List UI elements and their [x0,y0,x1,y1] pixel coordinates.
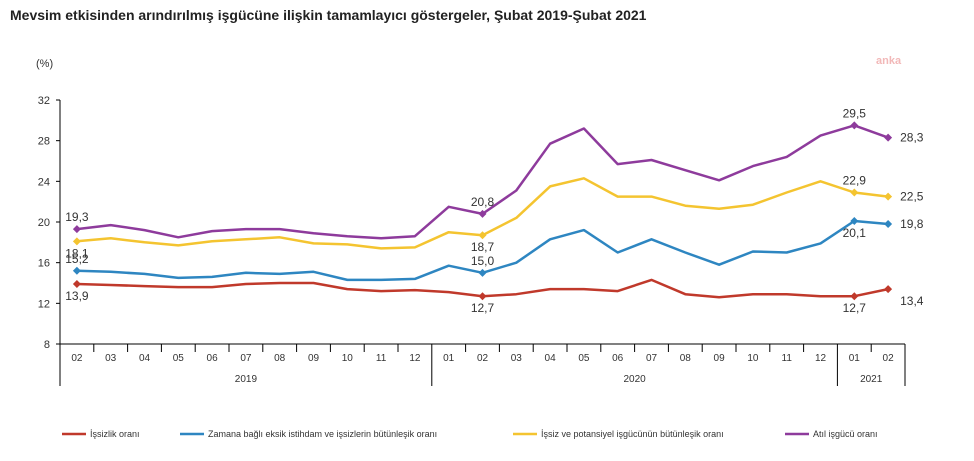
data-point-marker [72,280,81,289]
x-tick-label: 03 [105,353,117,364]
data-label: 13,4 [900,294,924,308]
x-tick-label: 04 [139,353,151,364]
x-tick-label: 05 [173,353,185,364]
data-point-marker [884,133,893,142]
data-label: 20,8 [471,195,495,209]
watermark-logo: anka [876,55,902,67]
x-tick-label: 02 [477,353,489,364]
data-label: 12,7 [471,301,495,315]
year-label: 2019 [235,374,258,385]
data-label: 18,1 [65,246,89,260]
data-label: 20,1 [843,226,867,240]
data-label: 22,5 [900,190,924,204]
y-tick-label: 12 [38,298,50,310]
y-axis-unit: (%) [36,58,54,70]
data-label: 15,2 [65,252,89,266]
x-tick-label: 08 [274,353,286,364]
data-point-marker [72,266,81,275]
data-point-marker [478,292,487,301]
x-tick-label: 06 [612,353,624,364]
x-tick-label: 02 [883,353,895,364]
x-tick-label: 01 [443,353,455,364]
data-label: 19,3 [65,210,89,224]
legend-label: İşsizlik oranı [90,429,140,439]
data-point-marker [72,237,81,246]
data-point-marker [478,268,487,277]
data-point-marker [850,292,859,301]
x-tick-label: 05 [578,353,590,364]
legend-label: Atıl işgücü oranı [813,429,878,439]
x-tick-label: 07 [240,353,252,364]
y-tick-label: 8 [44,339,50,351]
x-tick-label: 02 [71,353,83,364]
x-tick-label: 12 [815,353,827,364]
x-tick-label: 11 [376,353,387,364]
series-line-3 [76,124,889,240]
y-tick-label: 32 [38,95,50,107]
x-tick-label: 10 [342,353,354,364]
y-tick-label: 24 [38,176,50,188]
data-point-marker [884,285,893,294]
legend-label: İşsiz ve potansiyel işgücünün bütünleşik… [541,429,724,439]
x-tick-label: 10 [747,353,759,364]
data-label: 28,3 [900,131,924,145]
y-tick-label: 16 [38,258,50,270]
x-tick-label: 08 [680,353,692,364]
data-label: 29,5 [843,106,867,120]
year-label: 2021 [860,374,883,385]
x-tick-label: 03 [511,353,523,364]
y-tick-label: 20 [38,217,50,229]
data-point-marker [850,216,859,225]
x-tick-label: 01 [849,353,861,364]
x-tick-label: 09 [714,353,726,364]
chart-title: Mevsim etkisinden arındırılmış işgücüne … [10,7,647,23]
x-tick-label: 12 [409,353,421,364]
y-tick-label: 28 [38,136,50,148]
x-tick-label: 09 [308,353,320,364]
data-point-marker [478,209,487,218]
data-label: 12,7 [843,301,867,315]
data-point-marker [850,121,859,130]
data-label: 13,9 [65,289,89,303]
data-point-marker [850,188,859,197]
x-tick-label: 06 [207,353,219,364]
legend-label: Zamana bağlı eksik istihdam ve işsizleri… [208,429,437,439]
x-tick-label: 04 [545,353,557,364]
x-tick-label: 07 [646,353,658,364]
year-label: 2020 [623,374,646,385]
data-label: 22,9 [843,174,867,188]
data-point-marker [72,225,81,234]
x-tick-label: 11 [782,353,793,364]
data-label: 19,8 [900,217,924,231]
data-point-marker [884,192,893,201]
data-point-marker [884,220,893,229]
data-point-marker [478,231,487,240]
data-label: 18,7 [471,240,495,254]
data-label: 15,0 [471,254,495,268]
